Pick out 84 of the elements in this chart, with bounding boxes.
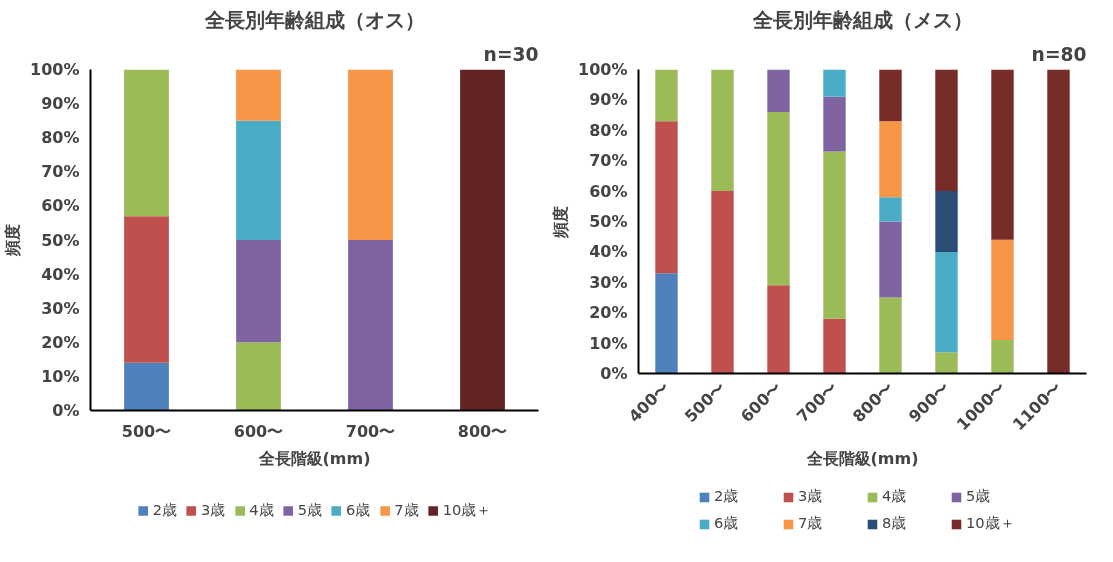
y-tick-label: 40% bbox=[589, 242, 628, 262]
bar bbox=[823, 96, 846, 152]
bar bbox=[767, 112, 790, 286]
legend-label: 7歳 bbox=[798, 514, 824, 533]
legend-label: 3歳 bbox=[798, 487, 824, 506]
x-tick-label: 800〜 bbox=[457, 421, 508, 441]
bar bbox=[823, 318, 846, 374]
bar bbox=[348, 240, 393, 411]
bar bbox=[879, 197, 902, 222]
bar bbox=[823, 69, 846, 97]
bar bbox=[236, 240, 281, 343]
legend-label: 7歳 bbox=[394, 500, 419, 520]
x-tick-label: 600〜 bbox=[233, 421, 284, 441]
y-axis-title: 頻度 bbox=[3, 224, 23, 257]
bar bbox=[879, 69, 902, 122]
bar bbox=[236, 69, 281, 121]
y-tick-label: 90% bbox=[589, 90, 628, 110]
bar bbox=[460, 69, 505, 411]
bar bbox=[236, 120, 281, 240]
y-tick-label: 10% bbox=[41, 366, 80, 386]
chart-title: 全長別年齢組成（オス） bbox=[203, 7, 425, 32]
y-tick-label: 20% bbox=[41, 332, 80, 352]
bar bbox=[655, 121, 678, 274]
bar bbox=[879, 221, 902, 298]
legend-label: 3歳 bbox=[201, 500, 226, 520]
legend-label: 4歳 bbox=[882, 487, 908, 506]
bar bbox=[124, 362, 169, 411]
y-tick-label: 0% bbox=[600, 364, 628, 383]
text: n=80 bbox=[1031, 43, 1087, 65]
y-tick-label: 60% bbox=[589, 181, 628, 201]
legend-label: 6歳 bbox=[346, 500, 371, 520]
legend-label: 8歳 bbox=[882, 514, 908, 533]
bar bbox=[124, 69, 169, 217]
legend-label: 6歳 bbox=[714, 514, 740, 533]
bar bbox=[767, 285, 790, 374]
bar bbox=[935, 69, 958, 192]
bar bbox=[655, 69, 678, 122]
bar bbox=[879, 121, 902, 198]
y-tick-label: 60% bbox=[41, 196, 80, 216]
x-tick-label: 500〜 bbox=[121, 421, 172, 441]
bar bbox=[711, 191, 734, 374]
y-tick-label: 70% bbox=[589, 151, 628, 171]
bar bbox=[935, 191, 958, 252]
bar bbox=[1047, 69, 1070, 374]
y-axis-title: 頻度 bbox=[551, 205, 571, 239]
y-tick-label: 50% bbox=[589, 212, 628, 231]
legend-label: 4歳 bbox=[249, 500, 274, 520]
y-tick-label: 10% bbox=[589, 333, 628, 353]
y-tick-label: 100% bbox=[30, 60, 80, 79]
y-tick-label: 0% bbox=[52, 401, 80, 420]
y-tick-label: 40% bbox=[41, 264, 80, 284]
bar bbox=[991, 340, 1014, 374]
legend-label: 2歳 bbox=[714, 487, 740, 506]
y-tick-label: 30% bbox=[589, 272, 628, 292]
bar bbox=[879, 297, 902, 374]
y-tick-label: 50% bbox=[41, 230, 80, 250]
legend-label: 10歳＋ bbox=[442, 500, 492, 520]
y-tick-label: 30% bbox=[41, 298, 80, 318]
legend-label: 10歳＋ bbox=[966, 514, 1016, 533]
bar bbox=[711, 69, 734, 192]
chart-title: 全長別年齢組成（メス） bbox=[751, 7, 973, 32]
text: n=30 bbox=[483, 43, 539, 65]
legend-label: 5歳 bbox=[966, 487, 992, 506]
bar bbox=[236, 342, 281, 411]
bar bbox=[991, 239, 1014, 341]
legend-label: 2歳 bbox=[152, 500, 178, 520]
y-tick-label: 90% bbox=[41, 94, 80, 114]
x-axis-title: 全長階級(mm) bbox=[805, 448, 919, 468]
bar bbox=[823, 151, 846, 319]
x-tick-label: 700〜 bbox=[345, 421, 396, 441]
y-tick-label: 80% bbox=[41, 128, 80, 148]
y-tick-label: 70% bbox=[41, 162, 80, 182]
bar bbox=[935, 352, 958, 374]
bar bbox=[991, 69, 1014, 240]
bar bbox=[935, 251, 958, 353]
bar bbox=[124, 216, 169, 363]
y-tick-label: 100% bbox=[578, 60, 628, 79]
bar bbox=[348, 69, 393, 240]
legend-label: 5歳 bbox=[297, 500, 322, 520]
bar bbox=[767, 69, 790, 113]
bar bbox=[655, 273, 678, 374]
y-tick-label: 20% bbox=[589, 303, 628, 323]
y-tick-label: 80% bbox=[589, 120, 628, 140]
x-axis-title: 全長階級(mm) bbox=[257, 448, 371, 468]
